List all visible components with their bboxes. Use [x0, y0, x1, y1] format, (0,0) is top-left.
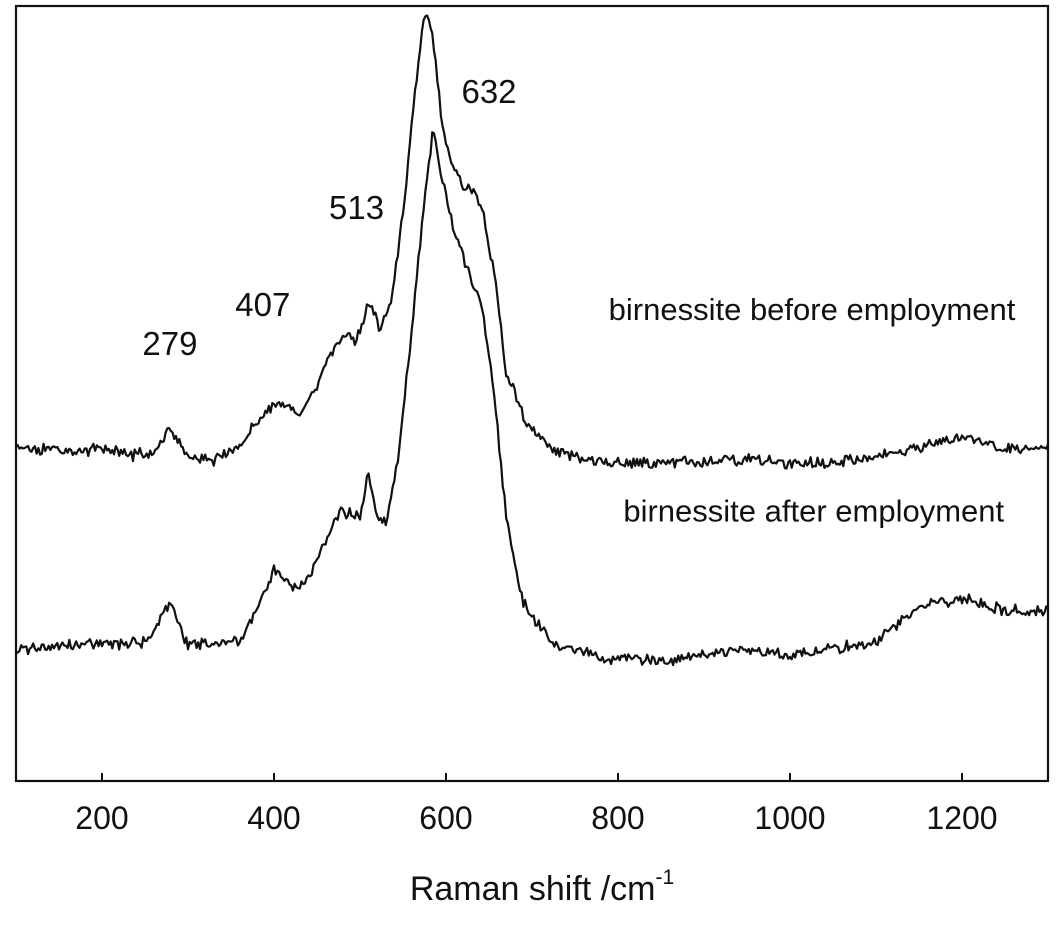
- series-label-before: birnessite before employment: [609, 292, 1016, 327]
- x-axis-ticks: 200 400 600 800 1000 1200: [75, 773, 998, 836]
- series-layer: [14, 14, 1050, 667]
- x-tick-label-1200: 1200: [926, 800, 997, 836]
- peak-label-279: 279: [142, 325, 197, 362]
- series-label-after: birnessite after employment: [623, 493, 1004, 528]
- x-tick-label-400: 400: [247, 800, 300, 836]
- spectrum-after-line: [14, 131, 1050, 667]
- x-tick-label-600: 600: [419, 800, 472, 836]
- spectrum-before-line: [14, 14, 1050, 470]
- plot-frame: [14, 4, 1050, 783]
- annotation-layer: 279407513578632birnessite before employm…: [142, 73, 1016, 529]
- plot-frame-rect: [14, 4, 1050, 783]
- peak-label-407: 407: [235, 286, 290, 323]
- x-tick-label-800: 800: [591, 800, 644, 836]
- x-tick-label-200: 200: [75, 800, 128, 836]
- peak-label-632: 632: [461, 73, 516, 110]
- x-axis-title: Raman shift /cm-1: [410, 866, 674, 908]
- x-tick-label-1000: 1000: [754, 800, 825, 836]
- peak-label-513: 513: [329, 189, 384, 226]
